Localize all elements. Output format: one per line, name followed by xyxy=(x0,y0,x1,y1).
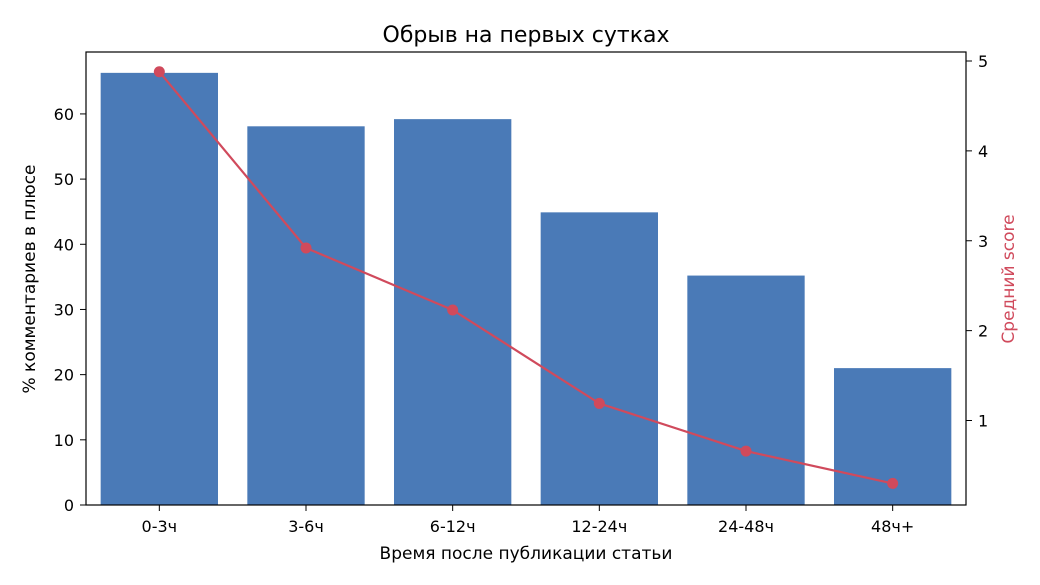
y-tick-label: 60 xyxy=(54,105,74,124)
y-axis-label: % комментариев в плюсе xyxy=(20,164,40,393)
bar-24-48ч xyxy=(687,275,805,505)
y2-tick-label: 4 xyxy=(978,142,988,161)
score-line xyxy=(158,71,893,485)
plot-frame xyxy=(85,51,967,506)
x-tick-label: 24-48ч xyxy=(718,517,774,536)
y-tick-label: 40 xyxy=(54,235,74,254)
score-point-24-48ч xyxy=(740,445,752,457)
bar-0-3ч xyxy=(100,72,218,506)
x-tick-label: 12-24ч xyxy=(571,517,627,536)
y-tick-label: 50 xyxy=(54,170,74,189)
y2-axis-label: Средний score xyxy=(999,214,1019,343)
score-point-0-3ч xyxy=(153,66,165,78)
chart-title: Обрыв на первых сутках xyxy=(383,23,670,48)
y2-tick-label: 5 xyxy=(978,52,988,71)
x-axis: 0-3ч 3-6ч 6-12ч 12-24ч 24-48ч 48ч+ xyxy=(142,505,914,536)
x-tick-label: 6-12ч xyxy=(430,517,476,536)
y2-tick-label: 2 xyxy=(978,322,988,341)
x-tick-label: 0-3ч xyxy=(142,517,178,536)
y-tick-label: 30 xyxy=(54,300,74,319)
y-tick-label: 20 xyxy=(54,366,74,385)
line-layer xyxy=(153,66,899,489)
score-point-48ч+ xyxy=(887,477,899,489)
bars-layer xyxy=(100,72,952,506)
y-axis-right: 1 2 3 4 5 xyxy=(966,52,988,431)
y-tick-label: 0 xyxy=(64,496,74,515)
x-tick-label: 3-6ч xyxy=(288,517,324,536)
y2-tick-label: 1 xyxy=(978,412,988,431)
bar-12-24ч xyxy=(540,212,658,505)
y-tick-label: 10 xyxy=(54,431,74,450)
x-tick-label: 48ч+ xyxy=(871,517,914,536)
bar-3-6ч xyxy=(247,126,365,505)
score-point-3-6ч xyxy=(300,242,312,254)
y-axis-left: 0 10 20 30 40 50 60 xyxy=(54,105,86,515)
x-axis-label: Время после публикации статьи xyxy=(380,544,673,564)
y2-tick-label: 3 xyxy=(978,232,988,251)
score-point-12-24ч xyxy=(593,397,605,409)
score-point-6-12ч xyxy=(447,304,459,316)
